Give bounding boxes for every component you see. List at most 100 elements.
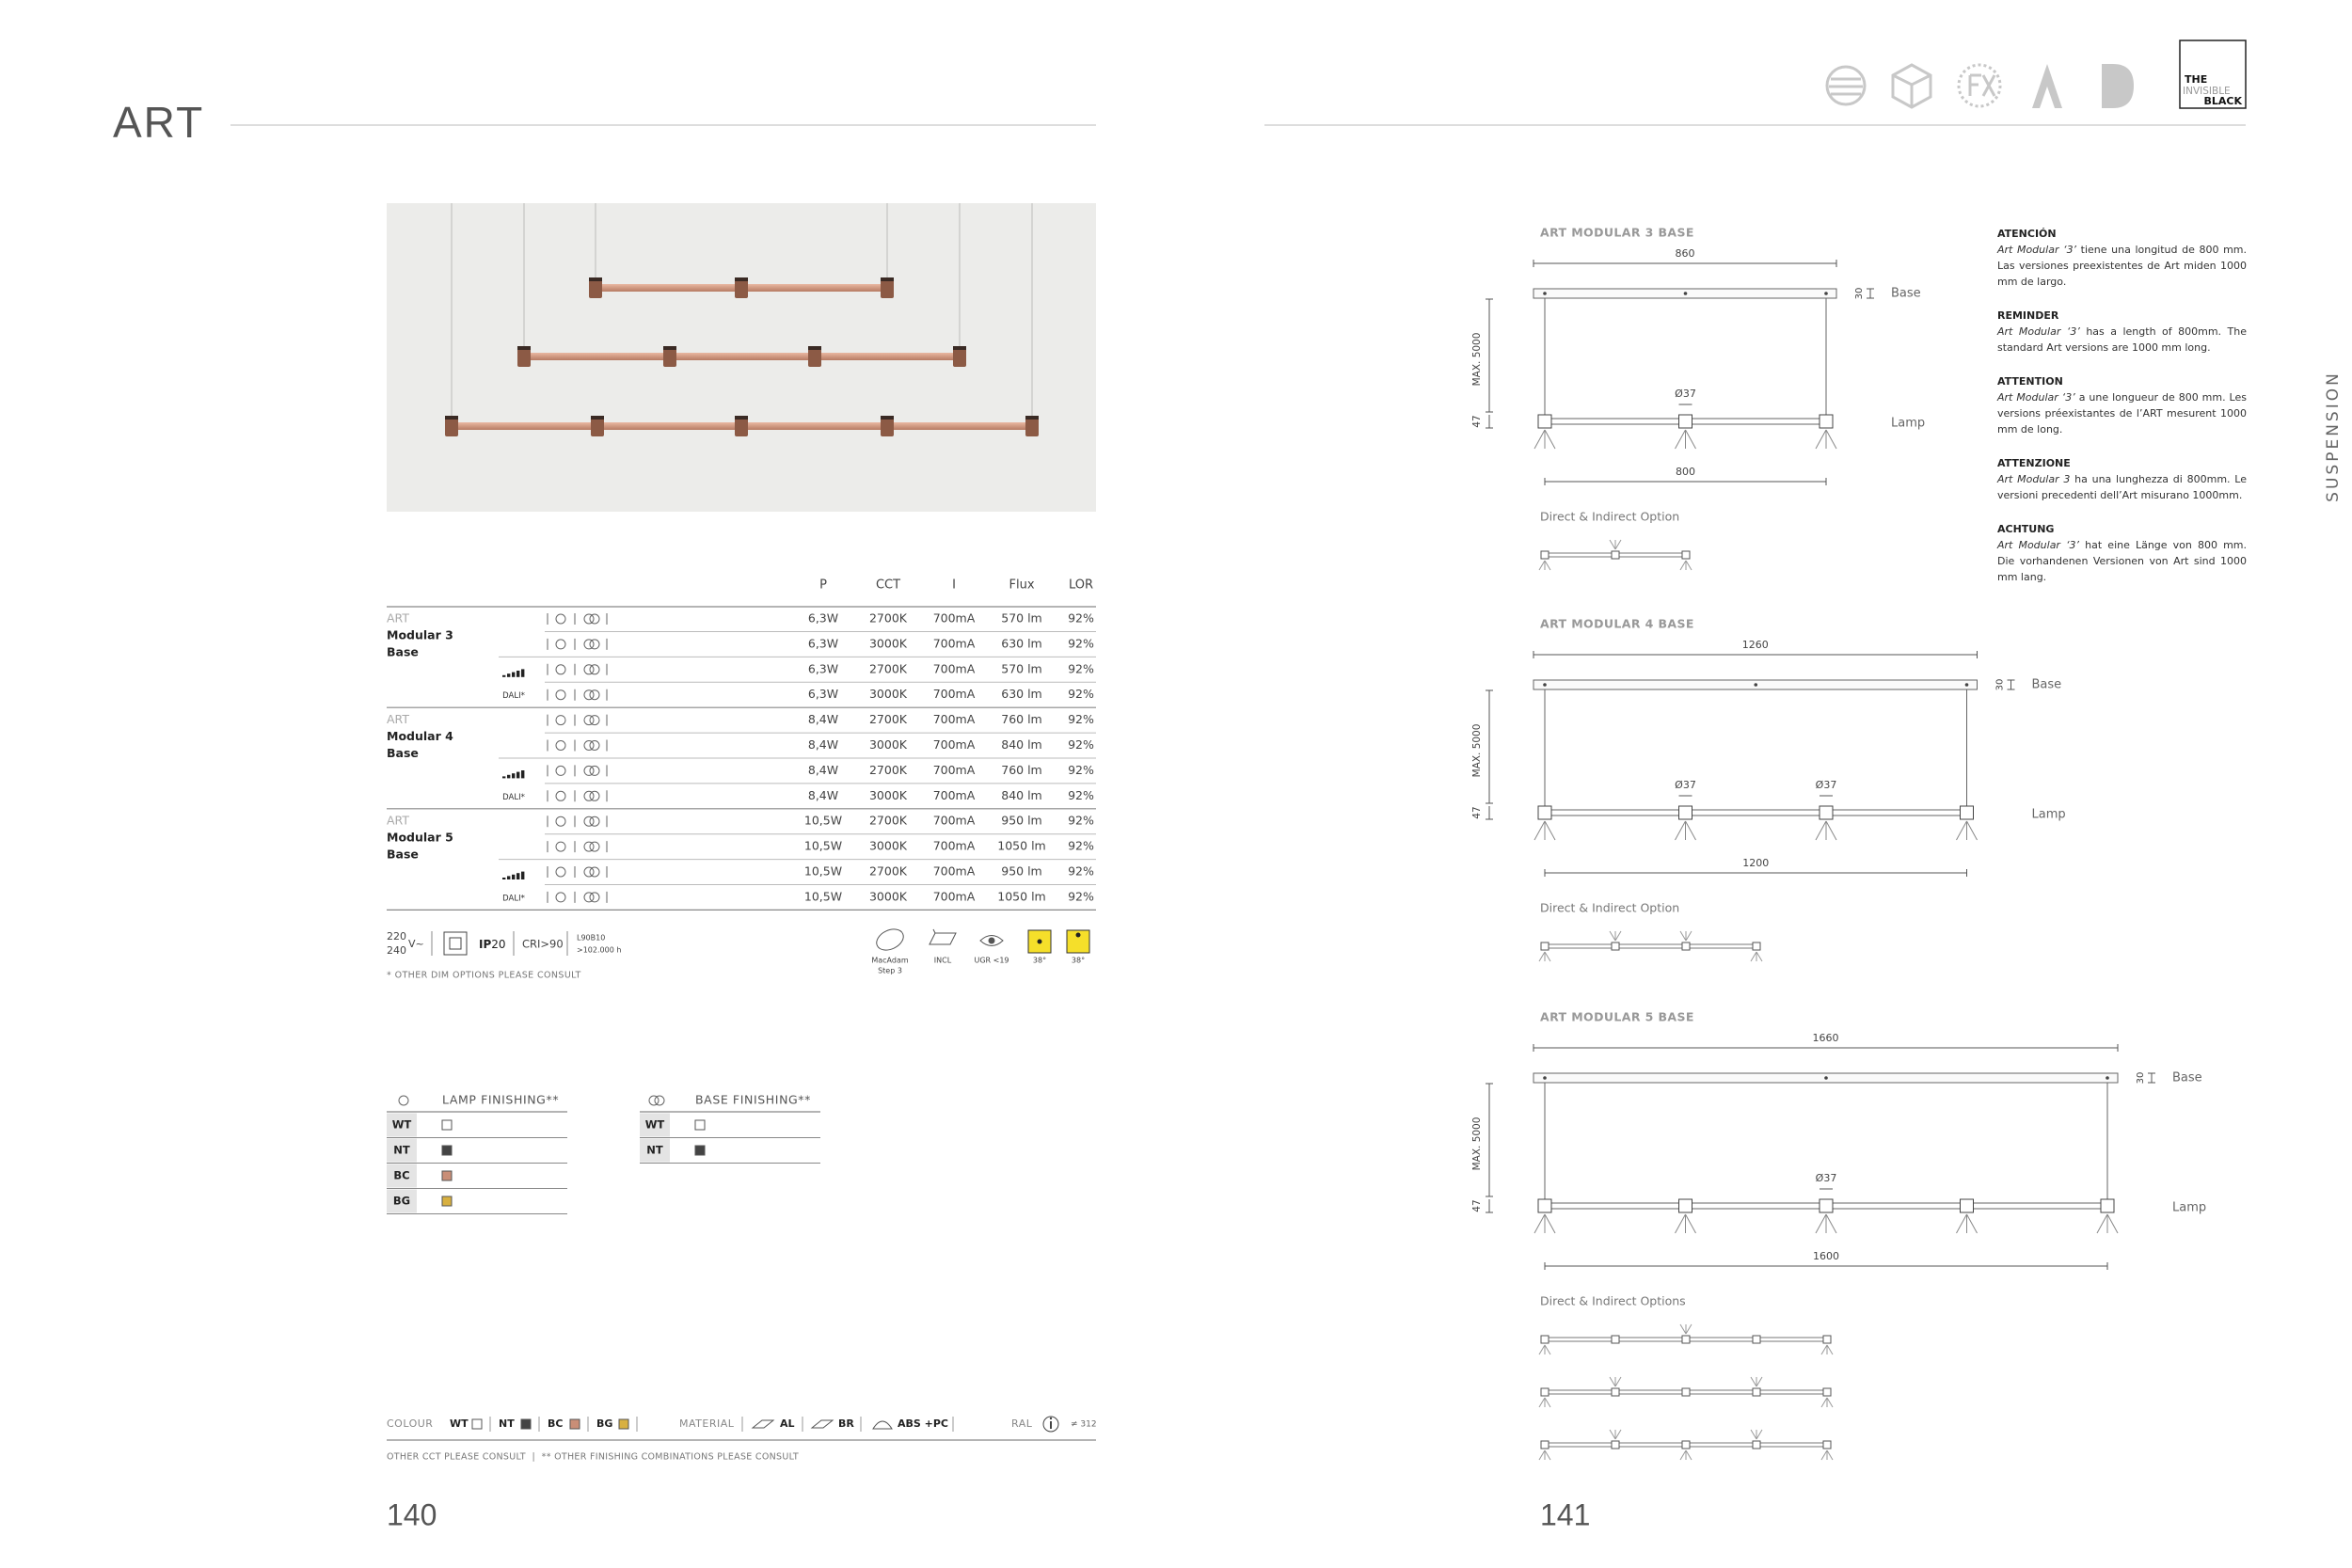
note-product: Art Modular ‘3’ (1997, 391, 2075, 404)
base-dot (1543, 1076, 1547, 1080)
dim-icon-bar (516, 771, 520, 779)
material-icon (872, 1420, 893, 1430)
rule (1750, 1429, 1757, 1440)
material-code: AL (780, 1418, 795, 1430)
rule (1675, 820, 1686, 841)
colour-swatch (618, 1418, 629, 1430)
photo-bar (524, 353, 960, 360)
base-label: Base (2172, 1071, 2202, 1085)
dim-icon-bar (512, 773, 516, 779)
option-title: Direct & Indirect Option (1540, 901, 1679, 915)
base-icon (589, 664, 600, 675)
rule (1544, 951, 1551, 962)
table-cell: 92% (1068, 864, 1094, 879)
lamp-body (1678, 414, 1692, 429)
photo-lamp (881, 277, 894, 298)
photo-lamp-ring (517, 346, 531, 350)
photo-lamp (1025, 416, 1039, 436)
base-dot (1824, 292, 1828, 295)
table-cell: 92% (1068, 788, 1094, 802)
photo-lamp (445, 416, 458, 436)
dimension-label: 800 (1676, 466, 1695, 478)
table-cell: 2700K (869, 661, 908, 675)
base-icon (589, 613, 600, 625)
class-icon (443, 931, 468, 956)
rule (1614, 1376, 1622, 1387)
drawing-title: ART MODULAR 3 BASE (1540, 226, 1694, 240)
base-icon (589, 841, 600, 852)
group-name: ART (387, 712, 409, 726)
option-lamp (1540, 942, 1549, 951)
beam-icon (1037, 939, 1042, 944)
table-cell: 2700K (869, 814, 908, 828)
photo-lamp-ring (663, 346, 676, 350)
macadam-icon (876, 928, 904, 951)
base-dot (2106, 1076, 2109, 1080)
option-lamp (1822, 1335, 1832, 1344)
spec-macadam: MacAdam (871, 957, 909, 965)
cert-icon (1829, 77, 1863, 96)
lamp-icon (555, 765, 566, 776)
base-icon (589, 715, 600, 726)
table-cell: 92% (1068, 661, 1094, 675)
table-cell: 3000K (869, 889, 908, 903)
note-product: Art Modular ‘3’ (1997, 539, 2080, 551)
table-cell: 8,4W (808, 763, 838, 777)
dim-icon-bar (512, 874, 516, 879)
rule (1544, 1449, 1551, 1461)
brand-box (2179, 40, 2247, 109)
base-icon (583, 765, 595, 776)
rule (2106, 1213, 2119, 1234)
rule (2096, 1213, 2108, 1234)
lamp-body (1960, 1198, 1974, 1213)
note-heading: ATENCIÓN (1997, 228, 2057, 240)
rule (1820, 1397, 1828, 1408)
spec-macadam: Step 3 (878, 967, 902, 975)
rule (1685, 930, 1692, 942)
photo-lamp-ring (735, 416, 748, 420)
dimension-label: 30 (1854, 288, 1865, 300)
rule (1614, 1429, 1622, 1440)
option-title: Direct & Indirect Option (1540, 510, 1679, 524)
rule (1544, 1344, 1551, 1355)
option-lamp (1611, 1335, 1620, 1344)
lamp-icon (555, 816, 566, 827)
photo-lamp (589, 277, 602, 298)
rule (1956, 1213, 1967, 1234)
table-cell: 700mA (933, 889, 976, 903)
note-body: Art Modular ‘3’ a une longueur de 800 mm… (1997, 389, 2247, 437)
rule (1544, 560, 1551, 571)
option-lamp (1822, 1387, 1832, 1397)
rule (1685, 820, 1696, 841)
table-cell: 1050 lm (997, 839, 1045, 853)
cert-icon (1957, 63, 2002, 108)
group-name: Base (387, 746, 419, 760)
table-cell: 700mA (933, 636, 976, 650)
page-number: 141 (1540, 1497, 1590, 1531)
rule (1815, 429, 1827, 450)
base-icon (583, 715, 595, 726)
rule (1826, 1344, 1834, 1355)
photo-lamp-ring (881, 277, 894, 281)
lamp-body (1960, 805, 1974, 820)
finishing-code: WT (392, 1118, 412, 1132)
table-header: CCT (876, 578, 900, 593)
notes-column: ATENCIÓN Art Modular ‘3’ tiene una longit… (1997, 226, 2247, 603)
rule (1685, 1323, 1692, 1335)
rule (1679, 560, 1687, 571)
rule (1756, 1376, 1763, 1387)
lamp-icon (555, 613, 566, 625)
table-cell: 700mA (933, 661, 976, 675)
dimension-label: 47 (1471, 806, 1483, 818)
spec-voltage-unit: V~ (408, 938, 424, 950)
group-name: Modular 3 (387, 628, 453, 642)
rule (1544, 429, 1556, 450)
colour-swatch (569, 1418, 580, 1430)
base-dot (1683, 292, 1688, 295)
dimension-label: 1260 (1742, 639, 1769, 651)
base-icon (583, 866, 595, 878)
dim-icon-bar (512, 672, 516, 677)
base-icon (583, 639, 595, 650)
rule (1544, 820, 1556, 841)
table-cell: 10,5W (804, 889, 842, 903)
